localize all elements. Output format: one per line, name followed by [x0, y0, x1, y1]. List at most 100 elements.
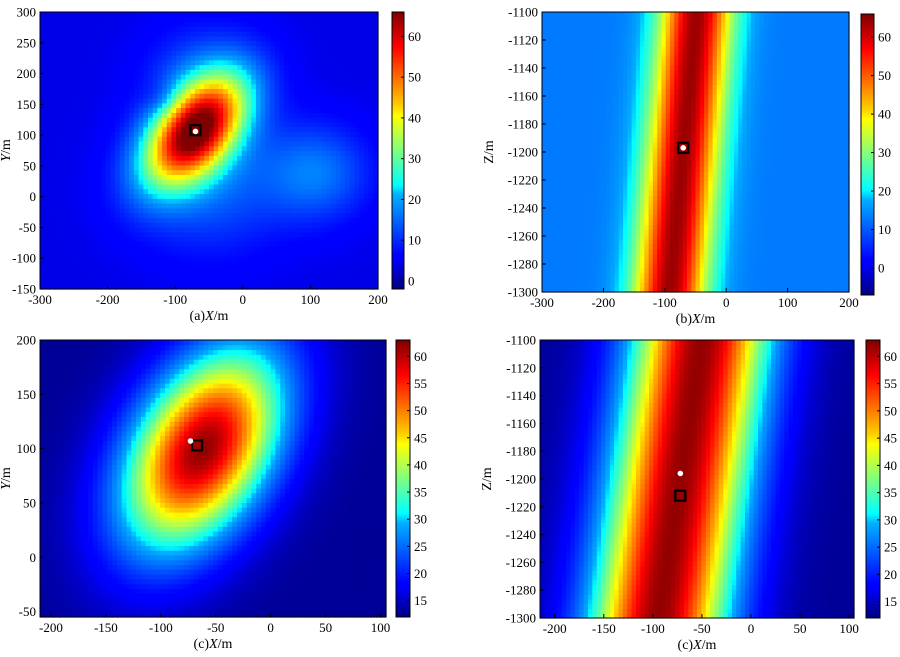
heatmap-cell [345, 140, 351, 147]
heatmap-cell [550, 180, 556, 187]
heatmap-cell [199, 284, 205, 290]
heatmap-cell [91, 140, 97, 147]
heatmap-cell [96, 164, 102, 171]
heatmap-cell [54, 164, 60, 171]
heatmap-cell [157, 59, 163, 66]
heatmap-cell [567, 272, 573, 279]
heatmap-cell [209, 183, 215, 190]
heatmap-cell [180, 45, 187, 51]
heatmap-cell [251, 59, 257, 66]
heatmap-cell [340, 121, 346, 128]
heatmap-cell [255, 16, 262, 23]
heatmap-cell [237, 31, 243, 37]
heatmap-cell [359, 97, 365, 104]
heatmap-cell [542, 84, 547, 90]
heatmap-cell [284, 136, 290, 142]
heatmap-cell [227, 93, 234, 99]
heatmap-cell [284, 279, 290, 285]
heatmap-cell [44, 164, 50, 171]
heatmap-cell [302, 50, 309, 56]
heatmap-cell [584, 248, 590, 254]
heatmap-cell [576, 12, 581, 18]
heatmap-cell [588, 214, 594, 221]
heatmap-cell [349, 12, 356, 18]
heatmap-cell [96, 93, 102, 99]
heatmap-cell [58, 45, 65, 51]
heatmap-cell [180, 241, 187, 247]
heatmap-cell [241, 241, 248, 247]
heatmap-cell [359, 121, 365, 128]
heatmap-cell [204, 78, 210, 85]
heatmap-cell [218, 112, 224, 118]
heatmap-cell [307, 126, 313, 132]
heatmap-cell [354, 226, 360, 233]
heatmap-cell [345, 169, 351, 175]
heatmap-cell [129, 21, 135, 27]
heatmap-cell [176, 198, 182, 204]
heatmap-cell [368, 231, 374, 238]
heatmap-cell [133, 54, 140, 61]
heatmap-cell [265, 74, 271, 80]
heatmap-cell [359, 169, 365, 175]
heatmap-cell [119, 117, 126, 123]
heatmap-cell [124, 40, 130, 47]
heatmap-cell [162, 97, 168, 104]
heatmap-cell [162, 107, 168, 113]
heatmap-cell [373, 179, 379, 185]
heatmap-cell [68, 169, 74, 175]
heatmap-cell [567, 166, 573, 172]
heatmap-cell [255, 112, 262, 118]
heatmap-cell [143, 12, 149, 18]
heatmap-cell [563, 282, 569, 288]
heatmap-cell [554, 142, 560, 148]
heatmap-cell [593, 127, 599, 134]
heatmap-cell [288, 145, 295, 152]
heatmap-cell [171, 155, 177, 161]
heatmap-cell [77, 26, 83, 32]
heatmap-cell [576, 238, 581, 245]
heatmap-cell [554, 137, 560, 143]
heatmap-cell [58, 250, 65, 257]
heatmap-cell [354, 12, 360, 18]
heatmap-cell [584, 103, 590, 110]
heatmap-cell [255, 88, 262, 94]
heatmap-cell [72, 54, 79, 61]
heatmap-cell [63, 121, 69, 128]
heatmap-cell [152, 16, 158, 23]
heatmap-cell [115, 12, 121, 18]
heatmap-cell [180, 193, 187, 199]
heatmap-cell [265, 226, 271, 233]
heatmap-cell [190, 274, 196, 281]
heatmap-cell [105, 246, 112, 252]
heatmap-cell [152, 255, 158, 261]
heatmap-cell [302, 145, 309, 152]
heatmap-cell [227, 164, 234, 171]
heatmap-cell [326, 255, 332, 261]
heatmap-cell [567, 287, 573, 293]
heatmap-cell [354, 246, 360, 252]
heatmap-cell [77, 246, 83, 252]
heatmap-cell [68, 45, 74, 51]
heatmap-cell [213, 78, 219, 85]
heatmap-cell [105, 284, 112, 290]
heatmap-cell [288, 35, 295, 42]
heatmap-cell [563, 234, 569, 240]
heatmap-cell [40, 88, 46, 94]
heatmap-cell [345, 107, 351, 113]
heatmap-cell [143, 174, 149, 180]
heatmap-cell [237, 35, 243, 42]
heatmap-cell [354, 155, 360, 161]
heatmap-cell [270, 131, 276, 137]
heatmap-cell [105, 274, 112, 281]
heatmap-cell [345, 246, 351, 252]
heatmap-cell [166, 246, 173, 252]
heatmap-cell [49, 26, 55, 32]
heatmap-cell [147, 284, 154, 290]
heatmap-cell [58, 102, 65, 109]
heatmap-cell [162, 260, 168, 266]
heatmap-cell [54, 40, 60, 47]
heatmap-cell [143, 54, 149, 61]
heatmap-cell [44, 241, 50, 247]
heatmap-cell [580, 238, 586, 245]
heatmap-cell [110, 136, 116, 142]
